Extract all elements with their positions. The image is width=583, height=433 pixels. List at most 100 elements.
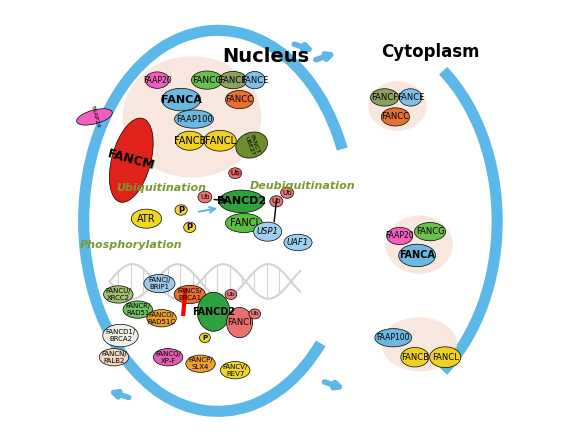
Ellipse shape	[198, 191, 212, 203]
Text: FANCO/
RAD51C: FANCO/ RAD51C	[147, 312, 175, 325]
Text: Nucleus: Nucleus	[222, 47, 309, 66]
Text: ATR: ATR	[137, 213, 156, 224]
Ellipse shape	[123, 301, 153, 318]
Ellipse shape	[175, 131, 204, 150]
Ellipse shape	[249, 309, 261, 319]
Text: FANCD1/
BRCA2: FANCD1/ BRCA2	[106, 329, 136, 342]
Ellipse shape	[270, 196, 283, 207]
Ellipse shape	[399, 89, 422, 106]
Ellipse shape	[104, 286, 133, 303]
Ellipse shape	[110, 118, 153, 202]
Ellipse shape	[375, 329, 412, 347]
Ellipse shape	[280, 187, 294, 198]
Text: FANCS/
BRCA1: FANCS/ BRCA1	[177, 288, 202, 301]
Ellipse shape	[76, 109, 113, 125]
Text: FANCI: FANCI	[227, 318, 252, 327]
Text: FANCI: FANCI	[230, 218, 258, 228]
Ellipse shape	[122, 56, 261, 178]
Ellipse shape	[199, 333, 210, 343]
Text: FANCD2: FANCD2	[192, 307, 235, 317]
Ellipse shape	[387, 227, 413, 245]
Ellipse shape	[236, 132, 268, 158]
Text: FANCR/
RAD51: FANCR/ RAD51	[125, 303, 150, 316]
Text: FANCA: FANCA	[399, 250, 435, 261]
Text: FANCC: FANCC	[226, 95, 254, 104]
Text: P: P	[202, 335, 208, 341]
Ellipse shape	[161, 88, 201, 111]
Text: FANCE: FANCE	[397, 93, 424, 102]
Text: USP1: USP1	[257, 227, 279, 236]
Text: Ubiquitination: Ubiquitination	[117, 183, 206, 194]
Ellipse shape	[381, 108, 409, 126]
Text: FANCA: FANCA	[161, 94, 202, 105]
Text: FANCB: FANCB	[401, 353, 429, 362]
Ellipse shape	[184, 222, 196, 233]
Text: FANCU/
XRCC2: FANCU/ XRCC2	[106, 288, 131, 301]
Text: Ub: Ub	[230, 170, 240, 176]
Text: FANCB: FANCB	[174, 136, 206, 146]
Ellipse shape	[244, 71, 265, 89]
Text: Ub: Ub	[200, 194, 210, 200]
Text: FAAP24: FAAP24	[89, 105, 100, 129]
Text: FANCD2: FANCD2	[217, 196, 266, 207]
Text: Ub: Ub	[282, 190, 292, 196]
Ellipse shape	[191, 71, 223, 89]
Ellipse shape	[229, 168, 242, 178]
Ellipse shape	[386, 216, 453, 274]
Text: FANCV/
REV7: FANCV/ REV7	[223, 364, 248, 377]
Text: FAAP100: FAAP100	[377, 333, 410, 342]
Text: FANCT
UBE2T: FANCT UBE2T	[243, 133, 260, 157]
Text: FANCL: FANCL	[432, 353, 459, 362]
Ellipse shape	[220, 362, 250, 379]
Text: Cytoplasm: Cytoplasm	[381, 43, 479, 61]
Ellipse shape	[381, 317, 457, 372]
Text: FAAP20: FAAP20	[385, 232, 414, 240]
Text: Deubiquitination: Deubiquitination	[250, 181, 355, 191]
Text: FANCG: FANCG	[192, 76, 222, 84]
Ellipse shape	[145, 72, 169, 88]
Ellipse shape	[174, 110, 213, 128]
Text: FANCE: FANCE	[241, 76, 268, 84]
Text: FANCQ/
XP-F: FANCQ/ XP-F	[155, 351, 181, 364]
Text: FANCN/
PALB2: FANCN/ PALB2	[101, 351, 127, 364]
Ellipse shape	[131, 209, 161, 228]
Ellipse shape	[284, 234, 312, 251]
Ellipse shape	[99, 349, 129, 366]
Text: FAAP20: FAAP20	[143, 76, 171, 84]
Text: P: P	[187, 223, 193, 232]
Ellipse shape	[219, 190, 265, 213]
Ellipse shape	[227, 307, 252, 338]
Ellipse shape	[204, 130, 236, 151]
Ellipse shape	[415, 223, 445, 241]
Ellipse shape	[430, 347, 461, 368]
Ellipse shape	[174, 285, 205, 304]
Ellipse shape	[144, 275, 175, 293]
Ellipse shape	[153, 349, 183, 366]
Ellipse shape	[225, 289, 237, 300]
Text: FANCJ/
BRIP1: FANCJ/ BRIP1	[148, 277, 171, 290]
Ellipse shape	[254, 222, 282, 241]
Text: FANCF: FANCF	[220, 76, 247, 84]
Text: FAAP100: FAAP100	[175, 115, 212, 123]
Text: UAF1: UAF1	[287, 238, 309, 247]
Ellipse shape	[103, 324, 138, 347]
Ellipse shape	[219, 71, 247, 89]
Text: FANCF: FANCF	[371, 93, 398, 102]
Ellipse shape	[226, 90, 254, 109]
Ellipse shape	[175, 205, 187, 215]
Ellipse shape	[226, 213, 262, 233]
Text: Ub: Ub	[272, 198, 281, 204]
Text: P: P	[178, 206, 184, 214]
Text: Phosphorylation: Phosphorylation	[80, 239, 182, 250]
Ellipse shape	[368, 81, 427, 131]
Text: FANCL: FANCL	[205, 136, 236, 146]
Text: Ub: Ub	[229, 169, 241, 178]
Ellipse shape	[399, 244, 436, 267]
Ellipse shape	[147, 310, 176, 327]
Text: FANCC: FANCC	[381, 113, 409, 121]
Ellipse shape	[197, 292, 230, 331]
Text: FANCP/
SLX4: FANCP/ SLX4	[188, 357, 213, 370]
Text: FANCM: FANCM	[106, 148, 156, 173]
Ellipse shape	[186, 355, 215, 372]
Ellipse shape	[371, 89, 399, 106]
